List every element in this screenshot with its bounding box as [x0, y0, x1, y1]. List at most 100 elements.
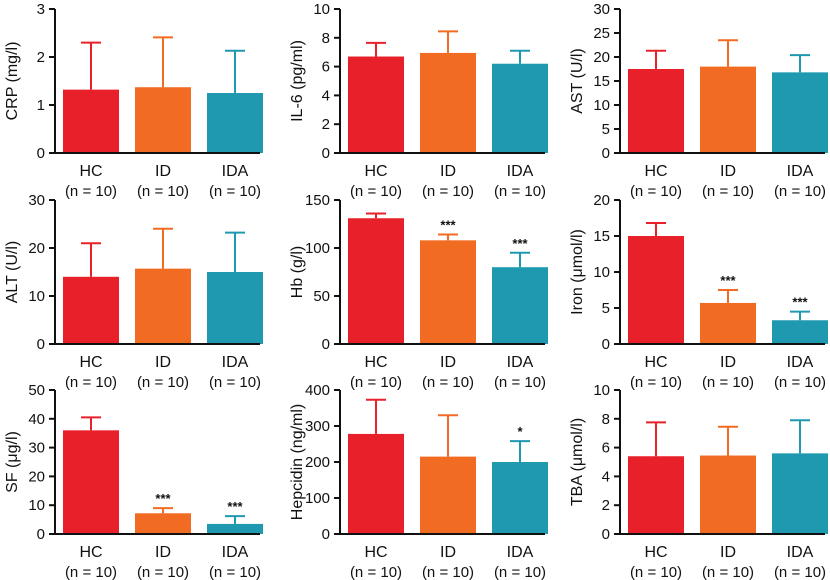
x-category-label: IDA — [787, 163, 814, 180]
x-sample-size-label: (n = 10) — [422, 564, 474, 580]
x-category-label: HC — [364, 544, 387, 561]
y-tick-label: 8 — [322, 30, 330, 47]
error-bar-crp-ida — [225, 49, 245, 93]
y-tick-label: 150 — [305, 192, 330, 209]
y-tick-label: 2 — [602, 497, 610, 514]
bar-hb-ida — [492, 267, 548, 344]
bar-hepcidin-hc — [348, 433, 404, 534]
x-sample-size-label: (n = 10) — [209, 183, 261, 200]
y-tick-label: 10 — [313, 1, 330, 18]
y-tick-label: 0 — [602, 336, 610, 353]
bar-iron-hc — [628, 236, 684, 344]
y-tick-label: 0 — [322, 336, 330, 353]
y-tick-label: 0 — [37, 145, 45, 162]
y-tick-label: 3 — [37, 1, 45, 18]
error-bar-sf-hc — [81, 416, 101, 431]
error-bar-ast-id — [718, 39, 738, 67]
y-tick-label: 30 — [28, 192, 45, 209]
y-axis-title: SF (μg/l) — [4, 431, 21, 493]
y-tick-label: 0 — [602, 526, 610, 543]
x-sample-size-label: (n = 10) — [702, 183, 754, 200]
bar-hb-id — [420, 240, 476, 344]
chart-panel-alt: 0 10 20 30 HC (n = 10) ID (n = 10) IDA (n = 10) AL… — [4, 192, 263, 391]
x-sample-size-label: (n = 10) — [702, 564, 754, 580]
chart-panel-hb: *** *** 0 50 100 150 HC (n = 10) ID (n = 10) IDA (n… — [289, 192, 548, 391]
chart-panel-sf: *** *** 0 10 20 30 40 50 HC (n = 10) ID (n = 10) IDA… — [4, 382, 263, 580]
significance-label: *** — [512, 236, 528, 251]
x-sample-size-label: (n = 10) — [630, 374, 682, 391]
chart-panel-iron: *** *** 0 5 10 15 20 HC (n = 10) ID (n = 10) IDA (n … — [569, 192, 828, 391]
y-axis-title: ALT (U/l) — [4, 241, 21, 304]
y-tick-label: 400 — [305, 382, 330, 399]
x-sample-size-label: (n = 10) — [65, 564, 117, 580]
bar-hepcidin-id — [420, 456, 476, 534]
y-tick-label: 6 — [322, 59, 330, 76]
y-tick-label: 10 — [593, 382, 610, 399]
y-axis-title: IL-6 (pg/ml) — [289, 40, 306, 122]
x-category-label: HC — [644, 163, 667, 180]
x-category-label: HC — [644, 354, 667, 371]
bar-tba-ida — [772, 453, 828, 534]
x-category-label: IDA — [787, 544, 814, 561]
chart-panel-crp: 0 1 2 3 HC (n = 10) ID (n = 10) IDA (n = 10) CRP (… — [4, 1, 263, 200]
error-bar-il6-hc — [366, 41, 386, 57]
bar-hb-hc — [348, 218, 404, 344]
x-category-label: ID — [440, 354, 456, 371]
y-tick-label: 30 — [28, 440, 45, 457]
x-sample-size-label: (n = 10) — [630, 183, 682, 200]
significance-label: *** — [792, 295, 808, 310]
error-bar-alt-id — [153, 227, 173, 269]
x-category-label: ID — [720, 544, 736, 561]
bar-ast-hc — [628, 69, 684, 153]
error-bar-crp-hc — [81, 41, 101, 90]
error-bar-ast-hc — [646, 49, 666, 69]
x-category-label: IDA — [507, 354, 534, 371]
y-tick-label: 200 — [305, 454, 330, 471]
x-sample-size-label: (n = 10) — [137, 374, 189, 391]
error-bar-iron-ida — [790, 310, 810, 321]
x-sample-size-label: (n = 10) — [65, 374, 117, 391]
error-bar-hb-ida — [510, 251, 530, 268]
x-sample-size-label: (n = 10) — [422, 183, 474, 200]
bar-crp-id — [135, 87, 191, 153]
x-sample-size-label: (n = 10) — [494, 374, 546, 391]
error-bar-crp-id — [153, 36, 173, 88]
y-axis-title: Hepcidin (ng/ml) — [289, 404, 306, 520]
error-bar-ast-ida — [790, 54, 810, 73]
error-bar-hepcidin-hc — [366, 398, 386, 434]
y-tick-label: 2 — [322, 116, 330, 133]
y-tick-label: 10 — [28, 497, 45, 514]
y-axis-title: CRP (mg/l) — [4, 42, 21, 121]
bar-crp-hc — [63, 89, 119, 153]
x-category-label: ID — [720, 354, 736, 371]
y-tick-label: 30 — [593, 1, 610, 18]
y-tick-label: 100 — [305, 240, 330, 257]
x-category-label: HC — [364, 163, 387, 180]
bar-alt-id — [135, 268, 191, 344]
chart-panel-tba: 0 2 4 6 8 10 HC (n = 10) ID (n = 10) IDA (n = 10) TB… — [569, 382, 828, 580]
error-bar-alt-hc — [81, 242, 101, 277]
bar-sf-ida — [207, 523, 263, 534]
y-tick-label: 20 — [28, 240, 45, 257]
x-category-label: ID — [155, 163, 171, 180]
bar-sf-hc — [63, 430, 119, 534]
error-bar-hepcidin-id — [438, 414, 458, 457]
y-tick-label: 0 — [37, 336, 45, 353]
y-tick-label: 50 — [28, 382, 45, 399]
y-axis-title: AST (U/l) — [569, 48, 586, 113]
x-sample-size-label: (n = 10) — [350, 564, 402, 580]
y-tick-label: 100 — [305, 490, 330, 507]
x-sample-size-label: (n = 10) — [350, 183, 402, 200]
y-tick-label: 40 — [28, 411, 45, 428]
error-bar-alt-ida — [225, 231, 245, 272]
bar-hepcidin-ida — [492, 462, 548, 534]
y-tick-label: 1 — [37, 97, 45, 114]
bar-il6-ida — [492, 63, 548, 153]
x-sample-size-label: (n = 10) — [65, 183, 117, 200]
y-tick-label: 5 — [602, 121, 610, 138]
y-tick-label: 300 — [305, 418, 330, 435]
x-category-label: HC — [79, 163, 102, 180]
x-category-label: IDA — [222, 544, 249, 561]
bar-tba-hc — [628, 456, 684, 534]
